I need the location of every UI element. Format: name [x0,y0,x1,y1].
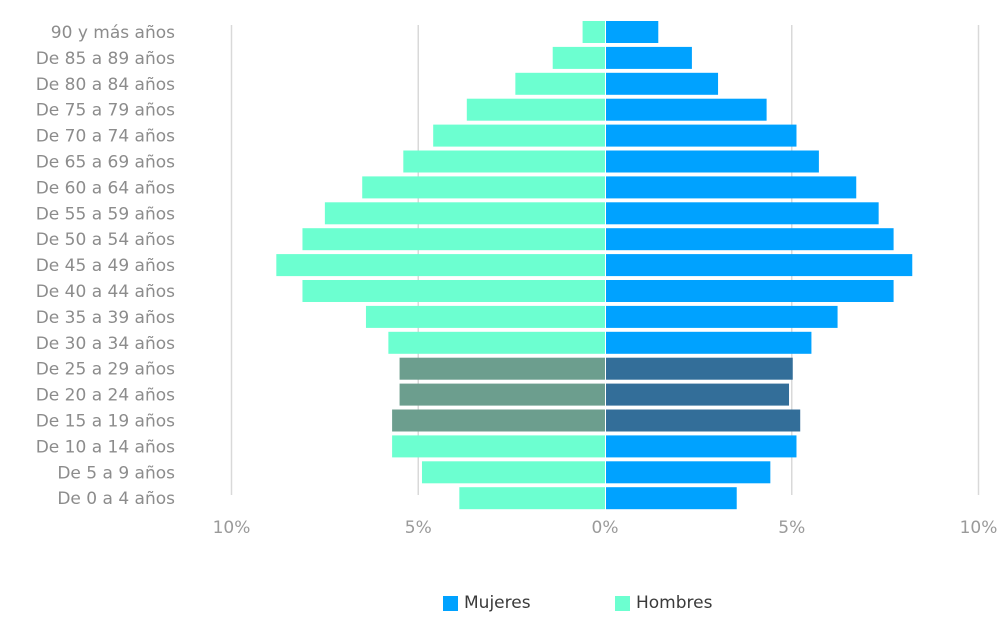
bar-mujeres [606,21,659,43]
bar-hombres [421,461,605,484]
y-category-label: De 30 a 34 años [36,334,175,354]
bar-mujeres [606,383,790,406]
bar-mujeres [606,487,737,510]
bar-hombres [552,46,605,69]
bar-mujeres [606,150,819,173]
y-category-label: De 50 a 54 años [36,230,175,250]
bars [276,21,913,510]
x-tick-label: 10% [213,518,251,538]
y-category-label: De 85 a 89 años [36,49,175,69]
y-category-label: De 15 a 19 años [36,412,175,432]
bar-mujeres [606,305,838,328]
bar-mujeres [606,228,894,251]
bar-hombres [276,254,605,277]
legend-item-hombres: Hombres [615,593,712,613]
bar-mujeres [606,357,793,380]
y-category-label: De 60 a 64 años [36,178,175,198]
y-category-label: De 20 a 24 años [36,386,175,406]
y-category-label: 90 y más años [51,23,175,43]
y-category-label: De 40 a 44 años [36,282,175,302]
y-category-label: De 10 a 14 años [36,437,175,457]
bar-hombres [459,487,605,510]
bar-hombres [302,228,605,251]
bar-mujeres [606,409,801,432]
bar-hombres [399,357,605,380]
bar-hombres [324,202,605,225]
bar-hombres [302,280,605,302]
bar-hombres [365,305,605,328]
bar-mujeres [606,461,771,484]
y-category-label: De 35 a 39 años [36,308,175,328]
legend-label-mujeres: Mujeres [464,593,531,613]
y-axis-labels: 90 y más años De 85 a 89 años De 80 a 84 a… [36,23,175,509]
bar-hombres [403,150,605,173]
legend-label-hombres: Hombres [636,593,713,613]
bar-mujeres [606,176,857,199]
bar-hombres [392,435,605,458]
bar-mujeres [606,331,812,354]
y-category-label: De 0 a 4 años [57,489,175,509]
bar-hombres [392,409,605,432]
bar-mujeres [606,254,913,277]
y-category-label: De 45 a 49 años [36,256,175,276]
bar-mujeres [606,202,879,225]
y-category-label: De 70 a 74 años [36,127,175,147]
bar-hombres [433,124,605,147]
y-category-label: De 5 a 9 años [57,463,175,483]
x-tick-label: 0% [592,518,619,538]
legend: Mujeres Hombres [0,593,997,617]
bar-hombres [582,21,605,43]
y-category-label: De 55 a 59 años [36,204,175,224]
legend-swatch-hombres [615,595,630,611]
x-tick-label: 5% [778,518,805,538]
bar-hombres [466,98,605,121]
bar-hombres [515,72,605,95]
bar-mujeres [606,98,767,121]
x-tick-label: 10% [960,518,997,538]
y-category-label: De 75 a 79 años [36,101,175,121]
x-axis-labels: 10% 5% 0% 5% 10% [213,518,997,538]
y-category-label: De 65 a 69 años [36,153,175,173]
bar-mujeres [606,435,797,458]
bar-mujeres [606,72,719,95]
bar-hombres [362,176,605,199]
legend-item-mujeres: Mujeres [443,593,531,613]
bar-mujeres [606,46,692,69]
bar-mujeres [606,124,797,147]
bar-mujeres [606,280,894,302]
legend-swatch-mujeres [443,595,458,611]
bar-hombres [388,331,605,354]
x-tick-label: 5% [405,518,432,538]
y-category-label: De 25 a 29 años [36,360,175,380]
y-category-label: De 80 a 84 años [36,75,175,95]
bar-hombres [399,383,605,406]
